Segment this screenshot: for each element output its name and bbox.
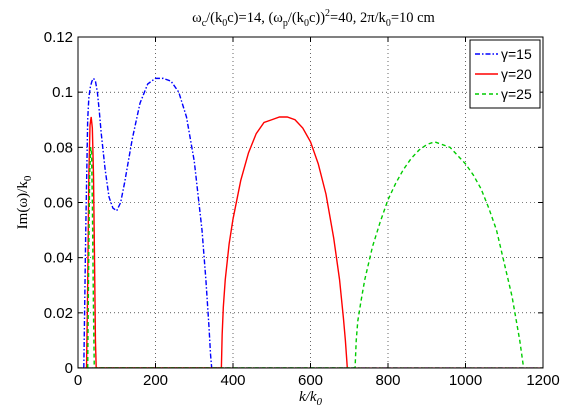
y-tick-label: 0.02 (44, 305, 73, 322)
y-axis-label: Im(ω)/k0 (15, 175, 34, 229)
chart-title: ωc/(k0c)=14, (ωp/(k0c))2=40, 2π/k0=10 cm (192, 8, 435, 29)
chart-title-part: =10 cm (391, 10, 436, 26)
chart-titles: ωc/(k0c)=14, (ωp/(k0c))2=40, 2π/k0=10 cm… (15, 8, 436, 408)
y-tick-label: 0.06 (44, 195, 73, 212)
y-tick-label: 0.12 (44, 29, 73, 46)
y-axis-label-part: Im(ω)/k (15, 181, 31, 230)
chart-title-part: c)=14, (ω (227, 10, 283, 26)
legend-entry-2[interactable]: γ=20 (501, 66, 532, 82)
series-line-2 (85, 116, 349, 368)
chart-title-part: =40, 2π/k (330, 10, 387, 26)
chart-title-part: 0 (304, 18, 309, 29)
axes (77, 36, 544, 369)
x-axis-label-part: 0 (316, 396, 322, 408)
grid-lines (78, 37, 543, 368)
chart-title-part: c)) (309, 10, 325, 26)
series-line-3 (86, 141, 525, 368)
y-tick-label: 0.04 (44, 250, 73, 267)
chart-title-part: /(k (288, 10, 305, 26)
series-lines (78, 77, 543, 368)
x-tick-label: 1000 (449, 372, 482, 389)
y-tick-label: 0 (65, 360, 73, 377)
tick-labels: 0 200 400 600 800 1000 1200 0 0.02 0.04 0.06 0.08 0.… (44, 29, 560, 389)
legend-entry-1[interactable]: γ=15 (501, 46, 532, 62)
legend-entry-3[interactable]: γ=25 (501, 86, 532, 102)
chart-title-part: 0 (386, 18, 391, 29)
series-line-1 (83, 77, 213, 368)
x-axis-label-part: k/k (299, 389, 317, 405)
x-tick-label: 400 (220, 372, 245, 389)
chart-title-part: 0 (222, 18, 227, 29)
y-axis-label-part: 0 (22, 175, 34, 181)
y-tick-label: 0.1 (52, 84, 73, 101)
x-tick-label: 800 (375, 372, 400, 389)
chart-title-part: c (202, 18, 207, 29)
chart-title-part: /(k (206, 10, 223, 26)
legend[interactable]: γ=15 γ=20 γ=25 (469, 39, 541, 109)
chart-title-part: ω (192, 10, 202, 26)
y-tick-label: 0.08 (44, 139, 73, 156)
x-tick-label: 600 (298, 372, 323, 389)
x-tick-label: 1200 (526, 372, 559, 389)
x-tick-label: 0 (74, 372, 82, 389)
x-axis-label: k/k0 (299, 389, 322, 408)
x-tick-label: 200 (143, 372, 168, 389)
chart-title-part: p (283, 18, 288, 29)
chart-title-part: 2 (325, 8, 330, 19)
